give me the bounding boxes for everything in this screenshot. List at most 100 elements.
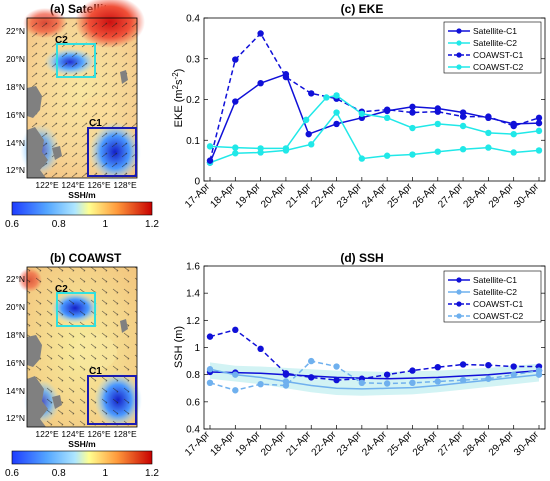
- x-tick-label: 26-Apr: [411, 429, 440, 458]
- series-line: [209, 73, 540, 163]
- data-point: [485, 144, 492, 151]
- data-point: [333, 363, 340, 370]
- x-tick-label: 29-Apr: [487, 181, 516, 210]
- data-point: [232, 144, 239, 151]
- data-point: [282, 145, 290, 152]
- map-a-cbar-tick: 0.8: [52, 219, 66, 230]
- data-point: [510, 122, 517, 130]
- x-tick-label: 30-Apr: [512, 181, 541, 210]
- data-point: [232, 56, 239, 63]
- data-point: [206, 366, 214, 373]
- data-point: [232, 326, 239, 334]
- data-point: [510, 363, 517, 370]
- map-b-lat-tick: 20°N: [6, 302, 25, 312]
- data-point: [434, 108, 441, 115]
- y-tick-label: 1.6: [186, 262, 200, 273]
- x-tick-label: 25-Apr: [386, 181, 415, 210]
- map-b-lat-tick: 18°N: [6, 330, 25, 340]
- x-tick-label: 26-Apr: [411, 181, 440, 210]
- x-tick-label: 19-Apr: [234, 181, 263, 210]
- x-tick-label: 28-Apr: [462, 429, 491, 458]
- chart-ssh: (d) SSH SSH (m) 0.4 0.6 0.8 1 1.2 1.4 1.6 17-A…: [173, 251, 546, 458]
- x-tick-label: 29-Apr: [487, 429, 516, 458]
- map-a-c2-label: C2: [55, 35, 68, 46]
- x-tick-label: 18-Apr: [208, 429, 237, 458]
- series-line: [209, 111, 540, 164]
- data-point: [257, 145, 264, 152]
- legend-label: Satellite-C2: [473, 287, 517, 297]
- data-point: [434, 363, 441, 371]
- data-point: [308, 374, 315, 381]
- chart-ssh-title: (d) SSH: [340, 251, 383, 265]
- data-point: [257, 80, 264, 87]
- map-a-region-c1: C1: [87, 118, 137, 177]
- data-point: [409, 103, 416, 111]
- map-b-lat-tick: 12°N: [6, 413, 25, 423]
- data-point: [383, 152, 391, 159]
- data-point: [409, 379, 416, 387]
- data-point: [434, 120, 441, 128]
- data-point: [459, 113, 467, 120]
- data-point: [305, 130, 312, 138]
- data-point: [323, 94, 330, 101]
- data-point: [282, 382, 290, 389]
- data-point: [257, 380, 264, 388]
- data-point: [510, 371, 517, 378]
- map-b-cbar-tick: 0.6: [5, 468, 19, 479]
- y-tick-label: 0.4: [186, 14, 200, 25]
- x-tick-label: 25-Apr: [386, 429, 415, 458]
- series-line: [209, 328, 539, 381]
- data-point: [282, 73, 290, 81]
- map-b-cbar-tick: 1: [103, 468, 109, 479]
- data-point: [358, 155, 366, 162]
- map-a-lon-tick: 122°E: [35, 180, 59, 190]
- data-point: [333, 92, 340, 99]
- data-point: [358, 110, 366, 117]
- map-b-c1-label: C1: [89, 366, 102, 377]
- data-point: [409, 151, 416, 158]
- y-tick-label: 1: [194, 343, 200, 354]
- data-point: [333, 376, 340, 384]
- data-point: [358, 379, 366, 387]
- map-a-lon-tick: 128°E: [113, 180, 137, 190]
- data-point: [485, 375, 492, 382]
- y-tick-label: 0: [194, 177, 200, 188]
- map-a-lat-tick: 14°N: [6, 138, 25, 148]
- chart-ssh-yticks: 0.4 0.6 0.8 1 1.2 1.4 1.6: [186, 262, 545, 436]
- map-a-c1-label: C1: [89, 118, 102, 129]
- data-point: [535, 127, 543, 135]
- map-a-lon-tick: 126°E: [87, 180, 111, 190]
- data-point: [434, 148, 441, 155]
- legend-label: Satellite-C1: [473, 275, 517, 285]
- data-point: [535, 367, 543, 374]
- map-b-lon-tick: 122°E: [35, 429, 59, 439]
- map-b-field: [18, 266, 142, 428]
- data-point: [459, 361, 467, 368]
- map-b-lon-tick: 128°E: [113, 429, 137, 439]
- series-line: [209, 368, 540, 390]
- series-line: [209, 94, 540, 150]
- map-b-lat-ticks: 22°N 20°N 18°N 16°N 14°N 12°N: [6, 274, 25, 423]
- legend-label: COAWST-C2: [473, 62, 523, 72]
- map-b-lat-tick: 22°N: [6, 274, 25, 284]
- chart-eke-xticks: 17-Apr18-Apr19-Apr20-Apr21-Apr22-Apr23-A…: [183, 177, 542, 210]
- chart-eke-frame: [203, 17, 546, 182]
- x-tick-label: 27-Apr: [436, 181, 465, 210]
- data-point: [409, 367, 416, 374]
- map-b-lat-tick: 16°N: [6, 358, 25, 368]
- map-b-land: [27, 319, 128, 427]
- data-point: [232, 150, 239, 157]
- map-a-colorbar-label: SSH/m: [68, 190, 96, 200]
- data-point: [535, 114, 543, 122]
- data-point: [510, 149, 517, 156]
- data-point: [434, 378, 441, 385]
- map-a-region-c2: C2: [55, 35, 96, 78]
- data-point: [459, 122, 467, 130]
- chart-ssh-xticks: 17-Apr18-Apr19-Apr20-Apr21-Apr22-Apr23-A…: [183, 425, 542, 458]
- legend-label: COAWST-C2: [473, 311, 523, 321]
- map-a-lat-tick: 16°N: [6, 110, 25, 120]
- chart-eke: (c) EKE EKE (m2s-2) 0 0.1 0.2 0.3 0.4 17-Apr…: [171, 2, 546, 210]
- map-a-field: [20, 0, 145, 182]
- map-a-lat-ticks: 22°N 20°N 18°N 16°N 14°N 12°N: [6, 26, 25, 175]
- chart-ssh-frame: [203, 265, 546, 430]
